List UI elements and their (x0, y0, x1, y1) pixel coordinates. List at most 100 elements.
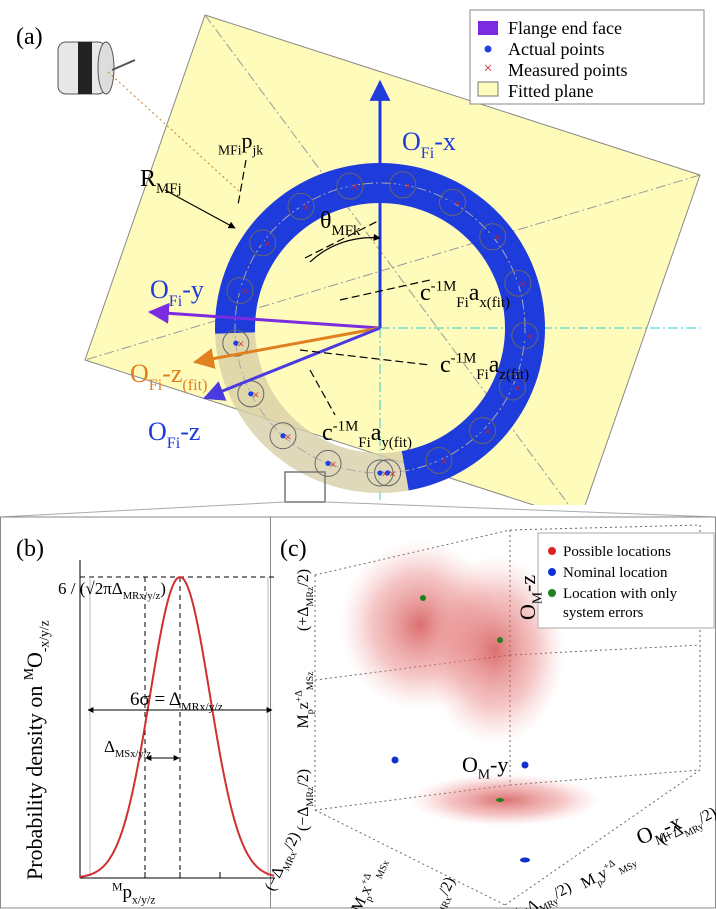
label: c-1MFiaz(fit) (440, 350, 529, 383)
label-part: MSx/y/z (115, 749, 152, 760)
probe-circle (479, 223, 507, 251)
label: OFi-z(fit) (130, 359, 207, 394)
actual-point (400, 182, 406, 188)
plane-guides (84, 14, 701, 505)
label-part: jk (251, 143, 263, 158)
label-part: /2) (295, 569, 312, 587)
label-part: O (150, 275, 169, 304)
measured-point: × (329, 456, 336, 471)
measured-point: × (494, 230, 501, 245)
actual-point (298, 203, 304, 209)
probe-circle (249, 229, 277, 257)
label: (+ΔMRy/2) (656, 804, 716, 852)
label: c-1MFiay(fit) (322, 418, 412, 451)
label-part: (+Δ (295, 606, 312, 631)
label-part: a (469, 280, 480, 306)
label: Probability density on MO-x/y/z (21, 620, 51, 880)
measured-point: × (252, 387, 259, 402)
label-part: MSx (374, 859, 392, 881)
legend-swatch (548, 547, 556, 555)
probe-circle (366, 459, 394, 487)
label-part: -z (180, 417, 200, 446)
pitch-circle (234, 182, 526, 474)
measured-point: × (514, 380, 521, 395)
probe-icon (57, 41, 241, 193)
label: OFi-y (150, 275, 204, 310)
label-part: x/y/z (132, 894, 156, 907)
label-part: -1 (333, 418, 345, 434)
label-part: O (130, 359, 149, 388)
measured-point: × (264, 236, 271, 251)
label-part: MSz (305, 671, 316, 690)
actual-point (479, 427, 486, 434)
label-part: O (148, 417, 167, 446)
panel-b: (b) Probability density on MO-x/y/z 6 / (… (16, 536, 275, 907)
label-part: Fi (149, 377, 163, 394)
label-part: 6σ = Δ (130, 689, 181, 710)
label: Mpx/y/z (112, 880, 156, 906)
label-part: p (595, 877, 605, 889)
label-part: ) (160, 579, 166, 598)
label-part: p (122, 882, 132, 903)
probe-circle (314, 449, 342, 477)
label-part: z(fit) (499, 367, 529, 383)
actual-point (347, 183, 353, 189)
flange-ring (214, 163, 545, 493)
point-markers: ××××××××× ××××××××× (222, 171, 539, 487)
legend-swatch (548, 568, 556, 576)
label: c-1MFiax(fit) (420, 278, 510, 311)
label-part: z (295, 702, 312, 709)
label-part: +Δ (359, 871, 374, 886)
actual-point (280, 433, 286, 439)
label-part: /2) (436, 875, 459, 898)
guide-lines (80, 576, 275, 878)
actual-point (260, 240, 266, 246)
measured-point: × (454, 195, 461, 210)
probe-circle (287, 192, 315, 220)
label-part: M (653, 829, 670, 847)
annotation-lines (164, 159, 431, 416)
measured-point: × (381, 466, 388, 481)
label-part: MRx (281, 850, 300, 873)
panel-c: Possible locations Nominal location Loca… (262, 524, 716, 909)
measured-point: × (389, 466, 396, 481)
label-part: O (402, 127, 421, 156)
label-part: -x/y/z (37, 620, 52, 652)
label-part: -z (162, 359, 182, 388)
legend-swatch (548, 589, 556, 597)
label-part: Fi (167, 435, 181, 452)
label-part: Fi (169, 293, 183, 310)
panel-label: (b) (16, 536, 44, 562)
probe-circle (389, 171, 417, 199)
label: OFi-x (402, 127, 456, 162)
legend-box (537, 532, 715, 629)
label-part: /2) (295, 769, 312, 787)
label-part: Δ (104, 737, 115, 756)
label-part: p (363, 894, 375, 903)
label-part: MFk (332, 223, 361, 239)
label-part: Fi (456, 295, 468, 311)
label: 6 / (√2πΔMRx/y/z) (58, 579, 166, 602)
label-part: Probability density on (22, 680, 47, 880)
label-part: R (140, 166, 156, 192)
actual-point (377, 470, 383, 476)
actual-point (522, 332, 528, 339)
legend-label: Nominal location (563, 565, 668, 581)
legend-swatch (478, 21, 498, 35)
actual-point (237, 287, 243, 294)
label-part: M (112, 880, 123, 893)
probe-circle (269, 422, 297, 450)
label: (−ΔMRz/2) (295, 769, 316, 831)
measured-point: × (302, 199, 309, 214)
actual-point (436, 457, 442, 464)
label-part: M (295, 714, 312, 728)
label-part: MFi (218, 143, 242, 158)
label: Mpx+ΔMSx (347, 854, 392, 909)
label-part: /2) (281, 830, 304, 853)
label-part: M (530, 592, 545, 604)
label: OM-y (462, 752, 508, 782)
legend-label: Measured points (508, 60, 627, 80)
label-part: p (305, 709, 316, 714)
measured-point: × (237, 336, 244, 351)
label: 6σ = ΔMRx/y/z (130, 689, 223, 714)
